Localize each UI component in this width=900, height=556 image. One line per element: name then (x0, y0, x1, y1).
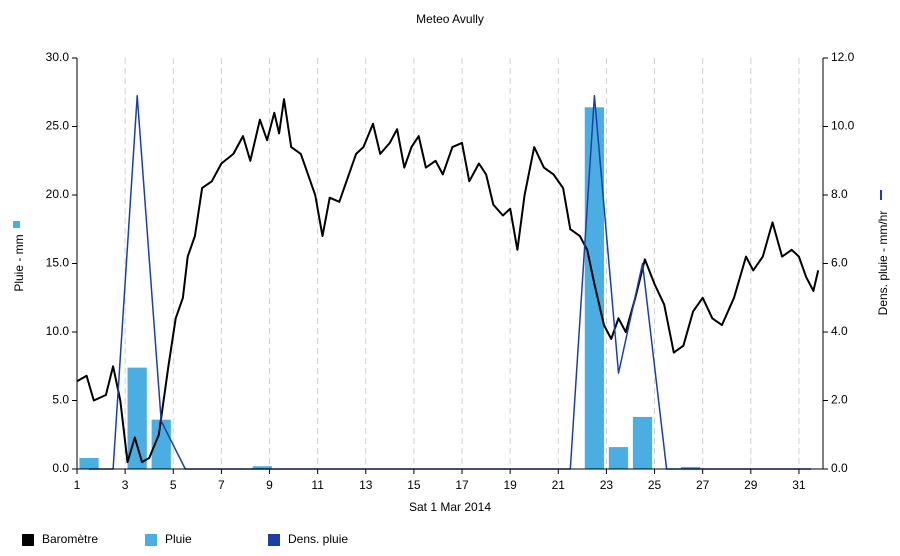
x-tick-label: 9 (266, 478, 273, 492)
y-tick-label: 30.0 (46, 50, 70, 64)
x-tick-label: 17 (455, 478, 469, 492)
y-tick-label: 25.0 (46, 119, 70, 133)
y2-tick-label: 6.0 (831, 256, 848, 270)
x-tick-label: 5 (170, 478, 177, 492)
line (76, 98, 820, 464)
y2-axis-label: Dens. pluie - mm/hr (876, 211, 890, 316)
y-tick-label: 0.0 (52, 461, 69, 475)
x-tick-label: 31 (792, 478, 806, 492)
y2-tick-label: 10.0 (831, 119, 855, 133)
x-tick-label: 19 (503, 478, 517, 492)
legend-label: Dens. pluie (288, 532, 348, 546)
y2-tick-label: 8.0 (831, 187, 848, 201)
legend-swatch (268, 534, 280, 546)
y-axis-label: Pluie - mm (12, 234, 26, 291)
y-tick-label: 5.0 (52, 393, 69, 407)
chart-title: Meteo Avully (416, 12, 484, 26)
bar (252, 466, 272, 469)
y-tick-label: 10.0 (46, 324, 70, 338)
y-tick-label: 20.0 (46, 187, 70, 201)
y-tick-label: 15.0 (46, 256, 70, 270)
x-tick-label: 23 (600, 478, 614, 492)
x-tick-label: 13 (359, 478, 373, 492)
x-tick-label: 25 (648, 478, 662, 492)
legend-label: Pluie (165, 532, 192, 546)
bar (681, 466, 701, 469)
legend-label: Baromètre (42, 532, 98, 546)
bar (608, 447, 629, 469)
bar (79, 458, 99, 469)
y-axis-icon (13, 221, 20, 228)
x-tick-label: 15 (407, 478, 421, 492)
x-tick-label: 27 (696, 478, 710, 492)
y2-tick-label: 2.0 (831, 393, 848, 407)
y2-tick-label: 12.0 (831, 50, 855, 64)
x-tick-label: 3 (122, 478, 129, 492)
legend-swatch (145, 534, 157, 546)
y2-tick-label: 0.0 (831, 461, 848, 475)
x-tick-label: 29 (744, 478, 758, 492)
x-tick-label: 21 (552, 478, 566, 492)
x-axis-label: Sat 1 Mar 2014 (409, 500, 491, 514)
legend-swatch (22, 534, 34, 546)
x-tick-label: 7 (218, 478, 225, 492)
x-tick-label: 1 (74, 478, 81, 492)
x-tick-label: 11 (311, 478, 324, 492)
y2-tick-label: 4.0 (831, 324, 848, 338)
bar (632, 416, 653, 469)
